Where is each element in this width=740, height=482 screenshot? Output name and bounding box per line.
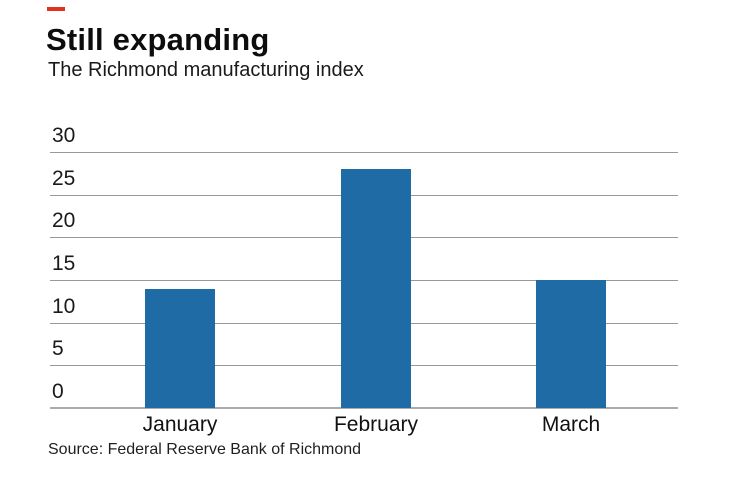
x-tick-label: March	[541, 413, 601, 436]
chart-subtitle: The Richmond manufacturing index	[48, 59, 364, 81]
y-tick-label: 30	[52, 124, 76, 147]
x-tick-label: February	[333, 413, 419, 436]
y-tick-label: 25	[52, 166, 76, 190]
x-axis-line	[50, 407, 678, 409]
source-note: Source: Federal Reserve Bank of Richmond	[48, 441, 362, 458]
y-tick-label: 5	[52, 337, 64, 361]
y-tick-label: 10	[52, 294, 76, 318]
accent-dash	[47, 7, 65, 11]
chart-title: Still expanding	[46, 22, 270, 57]
gridline	[50, 152, 678, 153]
bar-march	[536, 280, 606, 408]
bar-february	[341, 169, 411, 408]
y-tick-label: 0	[52, 380, 64, 403]
y-tick-label: 15	[52, 252, 76, 275]
x-tick-label: January	[142, 413, 218, 436]
bar-january	[145, 288, 215, 408]
y-tick-label: 20	[52, 209, 76, 233]
